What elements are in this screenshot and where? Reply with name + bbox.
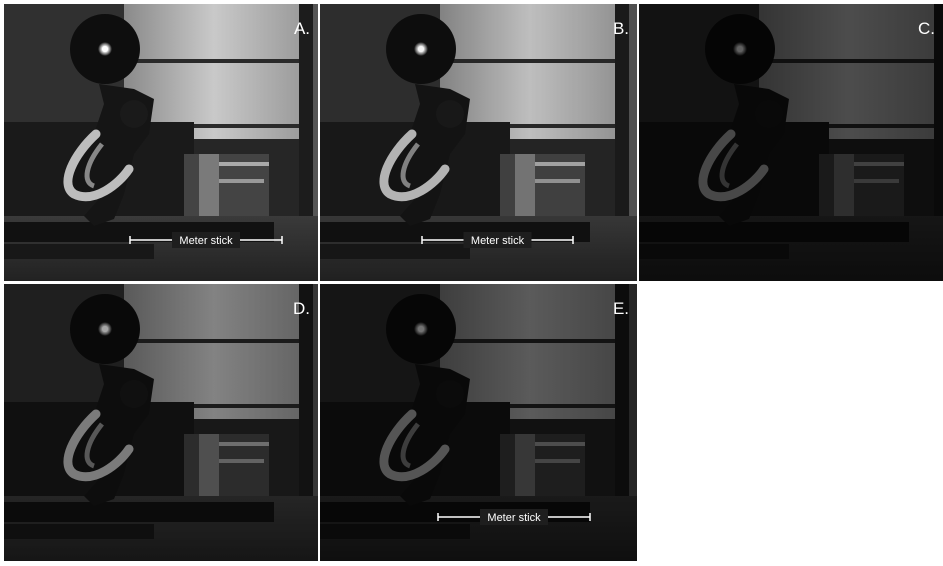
exposure-overlay <box>320 284 637 561</box>
annotation: Meter stick <box>487 512 541 524</box>
panel-label: E. <box>613 299 629 318</box>
photo-panel: D. <box>4 284 318 561</box>
photo-panel: A. Meter stick <box>4 4 321 281</box>
annotation-backdrop <box>480 509 548 525</box>
annotation-backdrop <box>172 232 240 248</box>
annotation: Meter stick <box>471 235 525 247</box>
annotation: Meter stick <box>179 235 233 247</box>
photo-panel: B. Meter stick <box>320 4 637 281</box>
panel-label: A. <box>294 19 310 38</box>
exposure-overlay <box>4 284 318 561</box>
panel-label: D. <box>293 299 310 318</box>
panel-label: B. <box>613 19 629 38</box>
annotation-backdrop <box>463 232 532 248</box>
photo-panel: C. <box>639 4 943 281</box>
photo-panel: E. Meter stick <box>320 284 637 561</box>
exposure-overlay <box>639 4 943 281</box>
panel-label: C. <box>918 19 935 38</box>
